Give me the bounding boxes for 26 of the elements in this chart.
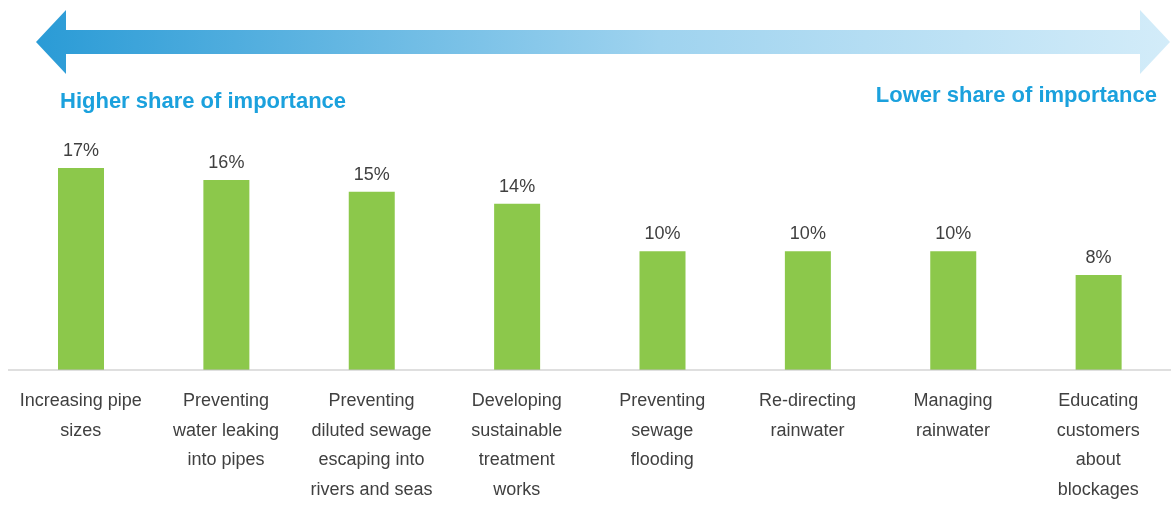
x-tick-label: Increasing pipe sizes bbox=[19, 390, 142, 440]
data-label: 17% bbox=[62, 140, 100, 160]
data-label: 14% bbox=[499, 175, 536, 196]
x-tick-label: Managing rainwater bbox=[913, 390, 993, 440]
text: Lower share of importance bbox=[875, 82, 1157, 108]
data-label: 10% bbox=[644, 223, 681, 244]
bar bbox=[494, 203, 541, 370]
text: Higher share of importance bbox=[60, 88, 347, 114]
x-tick-label: Educating customers about blockages bbox=[1056, 390, 1140, 499]
x-tick-label: Developing sustainable treatment works bbox=[471, 390, 563, 499]
data-label: 8% bbox=[1085, 246, 1112, 267]
data-label: 10% bbox=[789, 223, 826, 244]
bar bbox=[58, 168, 104, 370]
data-label: 16% bbox=[208, 151, 245, 172]
bar bbox=[203, 179, 250, 370]
data-label: 10% bbox=[935, 223, 972, 244]
bar bbox=[784, 251, 831, 370]
bar bbox=[639, 251, 686, 370]
x-tick-label: Preventing sewage flooding bbox=[619, 390, 706, 469]
x-tick-label: Re-directing rainwater bbox=[759, 390, 857, 440]
x-tick-label: Preventing diluted sewage escaping into rivers and seas bbox=[310, 390, 433, 499]
bar bbox=[348, 191, 395, 370]
bar bbox=[930, 251, 977, 370]
x-tick-label: Preventing water leaking into pipes bbox=[172, 390, 280, 469]
data-label: 15% bbox=[353, 163, 390, 184]
bar bbox=[1075, 274, 1122, 370]
